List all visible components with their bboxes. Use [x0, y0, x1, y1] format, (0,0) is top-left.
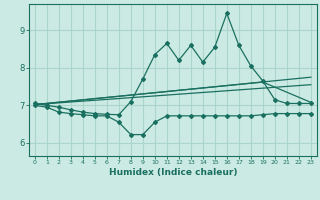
X-axis label: Humidex (Indice chaleur): Humidex (Indice chaleur) — [108, 168, 237, 177]
